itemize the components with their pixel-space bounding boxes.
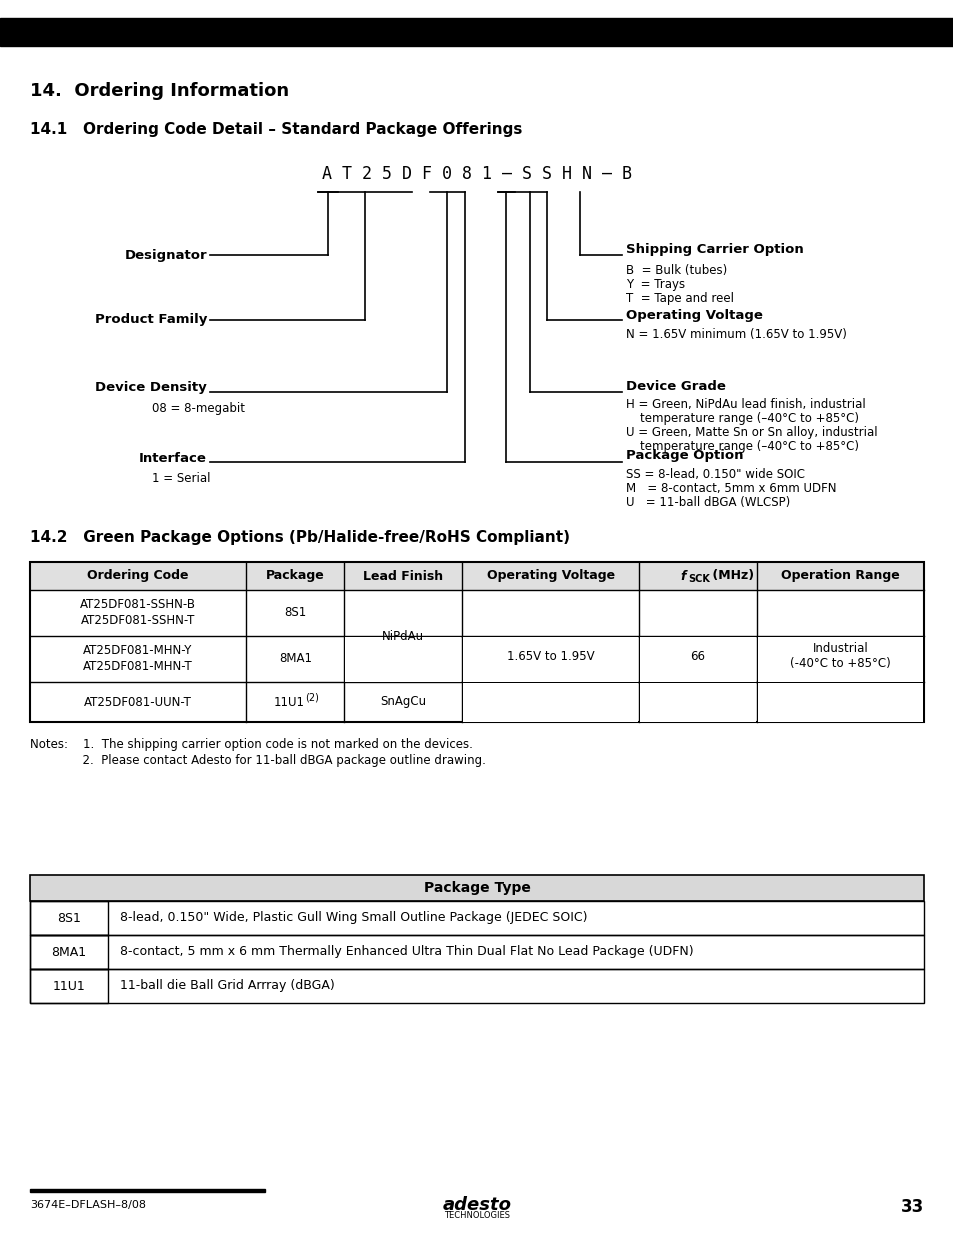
Bar: [463, 683, 638, 721]
Text: adesto: adesto: [442, 1195, 511, 1214]
Text: N = 1.65V minimum (1.65V to 1.95V): N = 1.65V minimum (1.65V to 1.95V): [625, 329, 846, 341]
Bar: [30, 876, 923, 902]
Text: 8-lead, 0.150" Wide, Plastic Gull Wing Small Outline Package (JEDEC SOIC): 8-lead, 0.150" Wide, Plastic Gull Wing S…: [120, 911, 587, 925]
Text: SS = 8-lead, 0.150" wide SOIC: SS = 8-lead, 0.150" wide SOIC: [625, 468, 804, 480]
Text: 8-contact, 5 mm x 6 mm Thermally Enhanced Ultra Thin Dual Flat No Lead Package (: 8-contact, 5 mm x 6 mm Thermally Enhance…: [120, 946, 693, 958]
Text: temperature range (–40°C to +85°C): temperature range (–40°C to +85°C): [639, 440, 858, 453]
Bar: [639, 683, 755, 721]
Text: U = Green, Matte Sn or Sn alloy, industrial: U = Green, Matte Sn or Sn alloy, industr…: [625, 426, 877, 438]
Text: f: f: [679, 569, 685, 583]
Text: Operating Voltage: Operating Voltage: [625, 310, 762, 322]
Text: NiPdAu: NiPdAu: [382, 630, 424, 642]
Text: A T 2 5 D F 0 8 1 – S S H N – B: A T 2 5 D F 0 8 1 – S S H N – B: [322, 165, 631, 183]
Text: temperature range (–40°C to +85°C): temperature range (–40°C to +85°C): [639, 412, 858, 425]
Bar: [463, 636, 638, 682]
Text: 14.2   Green Package Options (Pb/Halide-free/RoHS Compliant): 14.2 Green Package Options (Pb/Halide-fr…: [30, 530, 569, 545]
Text: B  = Bulk (tubes): B = Bulk (tubes): [625, 264, 726, 277]
Text: 08 = 8-megabit: 08 = 8-megabit: [152, 403, 245, 415]
Text: AT25DF081-MHN-Y: AT25DF081-MHN-Y: [83, 645, 193, 657]
Text: (2): (2): [305, 692, 319, 701]
Text: 8MA1: 8MA1: [51, 946, 87, 958]
Text: Package Option: Package Option: [625, 450, 742, 462]
Text: 11-ball die Ball Grid Arrray (dBGA): 11-ball die Ball Grid Arrray (dBGA): [120, 979, 335, 993]
Text: T  = Tape and reel: T = Tape and reel: [625, 291, 733, 305]
Text: U   = 11-ball dBGA (WLCSP): U = 11-ball dBGA (WLCSP): [625, 496, 789, 509]
Bar: [30, 902, 108, 935]
Bar: [30, 935, 108, 969]
Text: Product Family: Product Family: [94, 314, 207, 326]
Text: 3674E–DFLASH–8/08: 3674E–DFLASH–8/08: [30, 1200, 146, 1210]
Text: 14.  Ordering Information: 14. Ordering Information: [30, 82, 289, 100]
Text: 8MA1: 8MA1: [278, 652, 312, 666]
Text: 1.65V to 1.95V: 1.65V to 1.95V: [506, 650, 594, 662]
Text: Designator: Designator: [124, 248, 207, 262]
Bar: [30, 562, 923, 590]
Text: Shipping Carrier Option: Shipping Carrier Option: [625, 243, 803, 257]
Text: Lead Finish: Lead Finish: [363, 569, 443, 583]
Text: 1 = Serial: 1 = Serial: [152, 472, 211, 485]
Bar: [758, 683, 923, 721]
Text: TECHNOLOGIES: TECHNOLOGIES: [443, 1212, 510, 1220]
Bar: [345, 636, 461, 682]
Text: Ordering Code: Ordering Code: [88, 569, 189, 583]
Text: M   = 8-contact, 5mm x 6mm UDFN: M = 8-contact, 5mm x 6mm UDFN: [625, 482, 836, 495]
Text: SnAgCu: SnAgCu: [380, 695, 426, 709]
Bar: [30, 969, 108, 1003]
Text: (MHz): (MHz): [707, 569, 754, 583]
Text: 33: 33: [900, 1198, 923, 1216]
Bar: [639, 636, 755, 682]
Text: 8S1: 8S1: [57, 911, 81, 925]
Bar: [30, 935, 923, 969]
Text: 2.  Please contact Adesto for 11-ball dBGA package outline drawing.: 2. Please contact Adesto for 11-ball dBG…: [30, 755, 485, 767]
Bar: [0, 19, 953, 46]
Text: AT25DF081-UUN-T: AT25DF081-UUN-T: [84, 695, 192, 709]
Text: 8S1: 8S1: [284, 606, 306, 620]
Text: Operation Range: Operation Range: [781, 569, 899, 583]
Text: AT25DF081-MHN-T: AT25DF081-MHN-T: [83, 661, 193, 673]
Bar: [30, 969, 923, 1003]
Text: AT25DF081-SSHN-B: AT25DF081-SSHN-B: [80, 599, 196, 611]
Text: Device Grade: Device Grade: [625, 379, 725, 393]
Text: 11U1: 11U1: [274, 695, 304, 709]
Text: Industrial: Industrial: [812, 641, 867, 655]
Bar: [30, 902, 923, 935]
Text: Interface: Interface: [139, 452, 207, 464]
Text: Y  = Trays: Y = Trays: [625, 278, 684, 291]
Text: AT25DF081-SSHN-T: AT25DF081-SSHN-T: [81, 615, 195, 627]
Bar: [30, 562, 923, 722]
Bar: [758, 636, 923, 682]
Bar: [30, 1189, 265, 1192]
Text: Notes:    1.  The shipping carrier option code is not marked on the devices.: Notes: 1. The shipping carrier option co…: [30, 739, 473, 751]
Text: 66: 66: [690, 650, 705, 662]
Text: 11U1: 11U1: [52, 979, 85, 993]
Text: Package Type: Package Type: [423, 881, 530, 895]
Text: (-40°C to +85°C): (-40°C to +85°C): [789, 657, 890, 671]
Text: SCK: SCK: [687, 574, 709, 584]
Text: AT25DF081: AT25DF081: [745, 19, 939, 47]
Text: Operating Voltage: Operating Voltage: [486, 569, 614, 583]
Text: Device Density: Device Density: [95, 382, 207, 394]
Text: Package: Package: [266, 569, 324, 583]
Text: H = Green, NiPdAu lead finish, industrial: H = Green, NiPdAu lead finish, industria…: [625, 398, 864, 411]
Text: 14.1   Ordering Code Detail – Standard Package Offerings: 14.1 Ordering Code Detail – Standard Pac…: [30, 122, 522, 137]
